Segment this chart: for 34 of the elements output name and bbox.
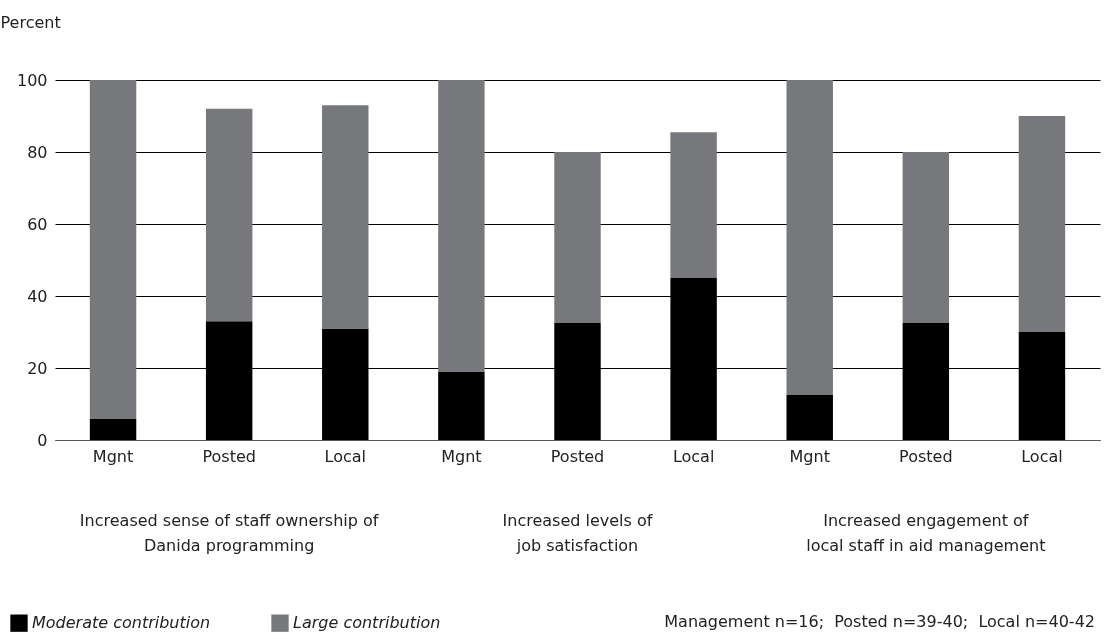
bar [89,418,137,440]
x-tick-label: Local [324,446,367,466]
bar [786,80,833,395]
bar [438,371,485,440]
bar [670,132,717,278]
x-tick-label: Mgnt [92,446,134,466]
bar [205,108,253,322]
y-axis-title: Percent [0,12,61,32]
bar [89,80,137,419]
y-tick-label: 20 [27,358,48,378]
text: Increased levels of job satisfaction [501,510,654,557]
x-tick-label: Mgnt [789,446,830,466]
x-tick-label: Posted [899,446,953,466]
x-tick-label: Mgnt [441,446,482,466]
bar [438,80,485,372]
bar [1018,116,1066,332]
y-tick-label: 0 [37,430,48,450]
legend-label: Moderate contribution [32,613,211,633]
bar [902,152,950,323]
x-tick-label: Local [672,446,715,466]
bar [322,105,369,329]
text: Increased sense of staff ownership of Danida programming [78,510,380,557]
x-tick-label: Posted [202,446,256,466]
text: Management n=16; Posted n=39-40; Local n=40-42 [664,612,1095,631]
text: Increased engagement of local staff in aid management [805,510,1047,557]
x-tick-label: Posted [550,446,605,466]
legend-label: Large contribution [293,613,441,633]
bar [554,152,601,323]
y-tick-label: 60 [27,214,48,234]
y-tick-label: 80 [27,142,48,162]
y-tick-label: 100 [16,70,48,90]
x-tick-label: Local [1021,446,1063,466]
y-tick-label: 40 [27,286,48,306]
bar [786,395,833,440]
